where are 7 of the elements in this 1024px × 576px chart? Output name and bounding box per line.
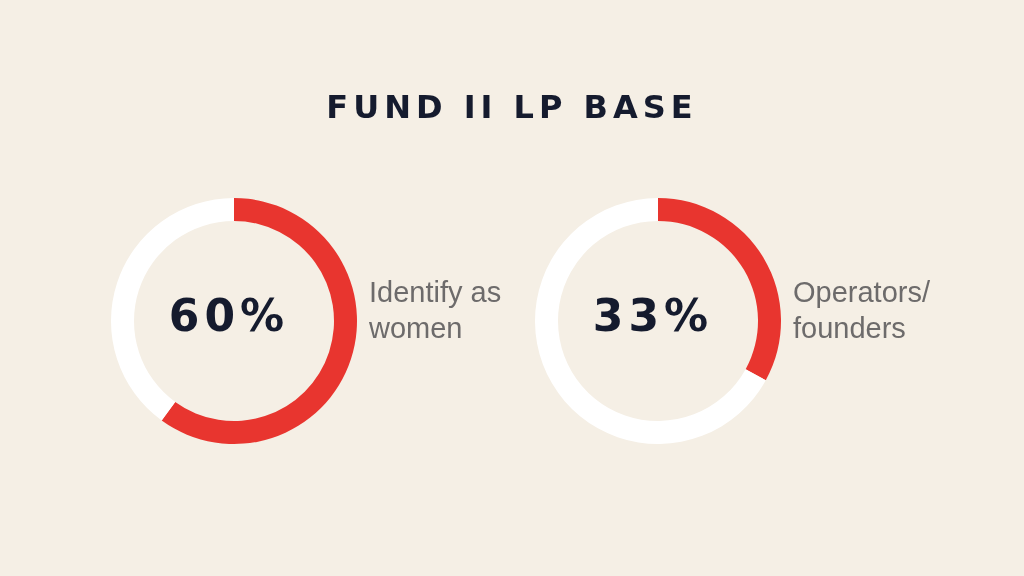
donut-slice [161, 198, 357, 444]
slice-label: Operators/ founders [793, 275, 931, 346]
chart-title: FUND II LP BASE [325, 88, 699, 126]
donut-slice [535, 198, 766, 444]
text: 33% [591, 289, 715, 343]
text: 60% [167, 289, 291, 343]
slice-label: Identify as women [369, 275, 503, 346]
